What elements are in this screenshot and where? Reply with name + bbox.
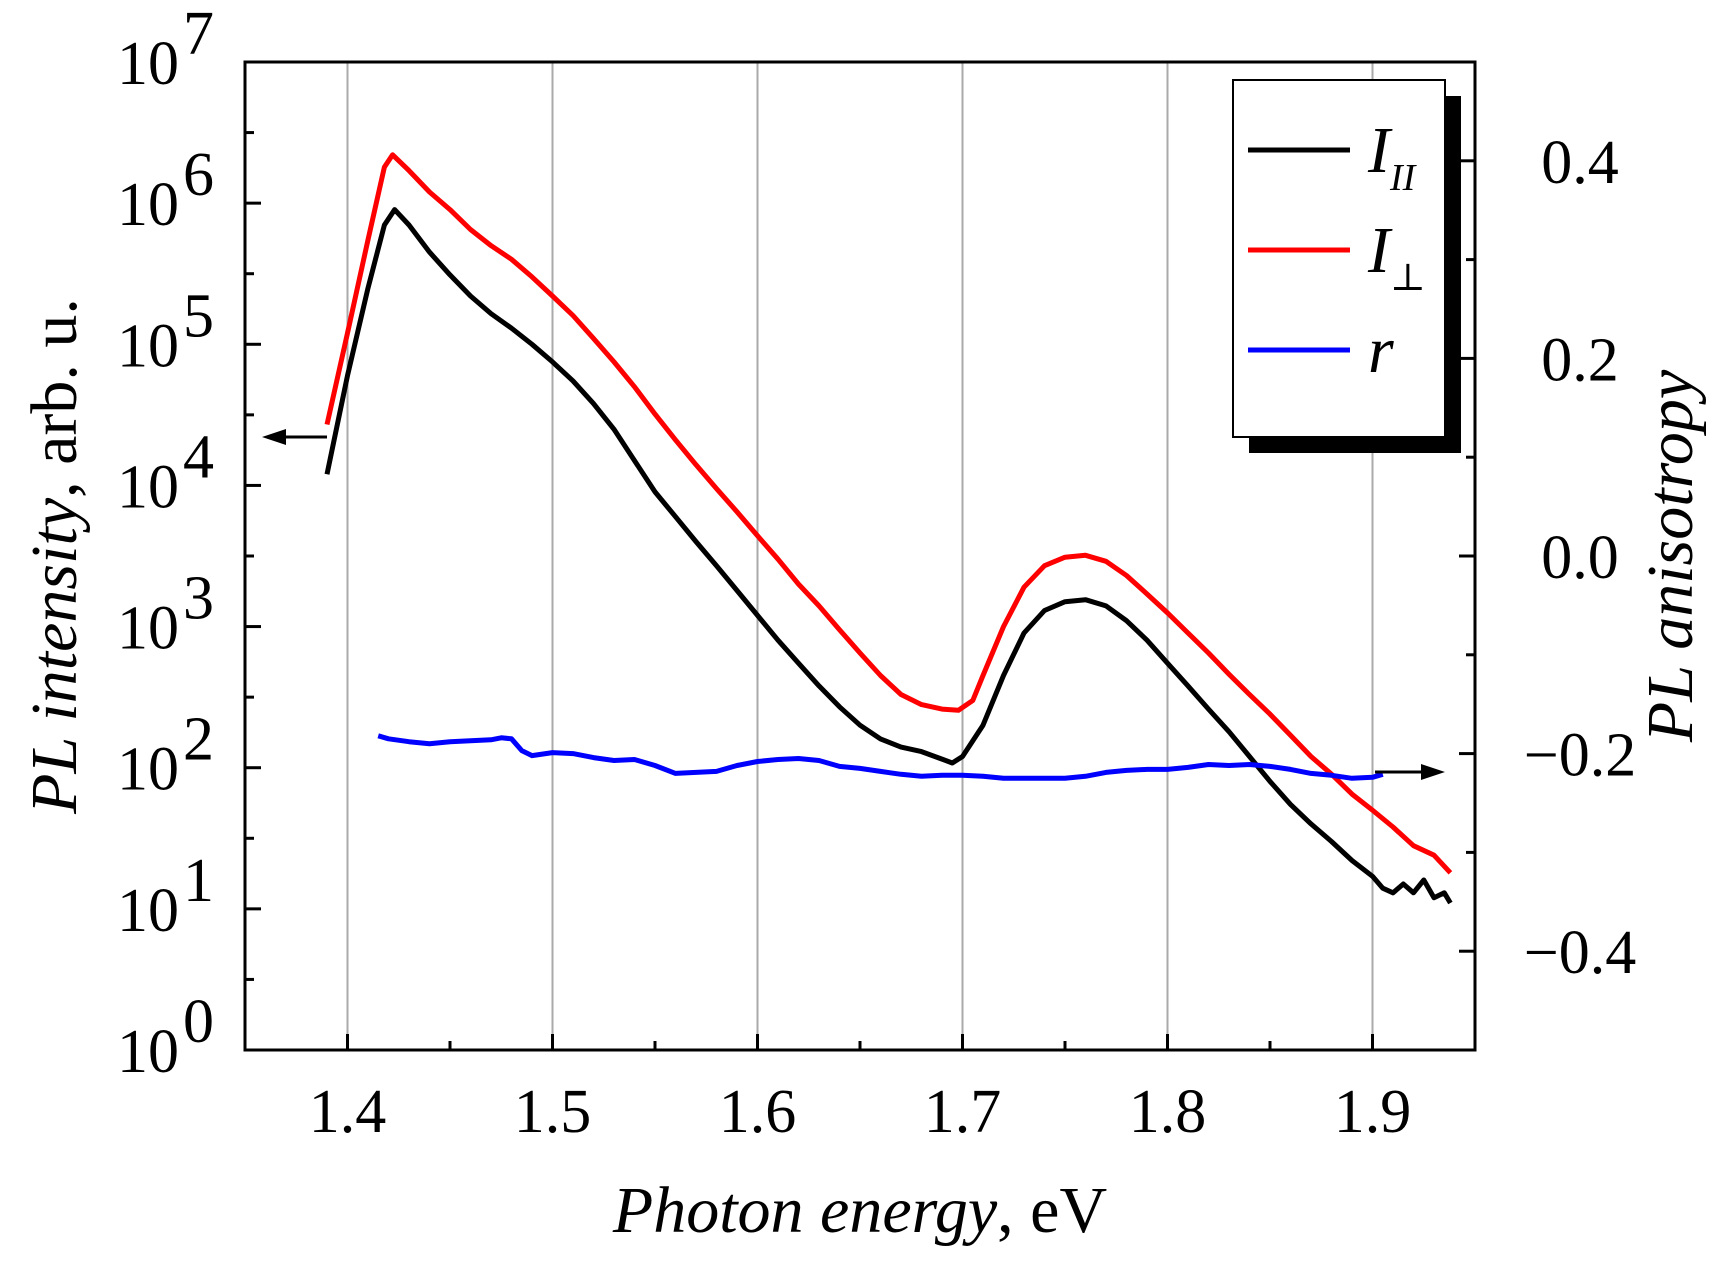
y-right-tick-label: 0.2: [1541, 326, 1619, 394]
right-axis-arrow: [1375, 764, 1445, 780]
series-line-r: [377, 733, 1384, 781]
y-right-tick-label: 0.0: [1541, 524, 1619, 592]
x-tick-label: 1.9: [1334, 1078, 1412, 1146]
x-axis-title: Photon energy, eV: [612, 1174, 1107, 1247]
x-tick-label: 1.7: [924, 1078, 1002, 1146]
y-left-tick-exponent: 0: [183, 988, 214, 1056]
y-left-tick-exponent: 4: [183, 423, 214, 491]
y-left-axis-title-unit: , arb. u.: [18, 298, 91, 498]
left-arrow-head: [262, 429, 286, 445]
y-left-tick-exponent: 1: [183, 847, 214, 915]
y-left-tick-exponent: 7: [183, 0, 214, 68]
y-right-axis-title: PL anisotropy: [1634, 369, 1707, 743]
y-left-tick-label: 10: [117, 453, 179, 521]
legend-label: r: [1368, 314, 1394, 387]
y-left-tick-exponent: 3: [183, 565, 214, 633]
y-left-tick-label: 10: [117, 595, 179, 663]
x-tick-label: 1.8: [1129, 1078, 1207, 1146]
x-axis-title-unit: , eV: [997, 1174, 1107, 1247]
grid-layer: [346, 62, 1374, 1050]
legend-label: I⊥: [1367, 214, 1426, 299]
y-left-axis-title: PL intensity, arb. u.: [18, 298, 91, 815]
y-left-tick-label: 10: [117, 1018, 179, 1086]
y-left-tick-label: 10: [117, 312, 179, 380]
y-left-axis-title-italic: PL intensity: [18, 497, 91, 815]
y-left-tick-exponent: 5: [183, 282, 214, 350]
y-right-tick-label: 0.4: [1541, 129, 1619, 197]
left-axis-arrow: [262, 429, 327, 445]
x-axis-title-italic: Photon energy: [612, 1174, 998, 1247]
y-left-tick-label: 10: [117, 877, 179, 945]
y-left-tick-label: 10: [117, 171, 179, 239]
y-left-tick-exponent: 6: [183, 141, 214, 209]
legend-label: III: [1367, 114, 1418, 199]
x-tick-label: 1.4: [309, 1078, 387, 1146]
series-line-i-ii: [324, 207, 1453, 905]
legend-box: [1232, 79, 1446, 438]
y-left-tick-label: 10: [117, 30, 179, 98]
x-tick-label: 1.5: [514, 1078, 592, 1146]
series-layer: [324, 152, 1453, 905]
x-tick-label: 1.6: [719, 1078, 797, 1146]
legend: III I⊥ r: [1232, 79, 1461, 453]
y-left-tick-label: 10: [117, 736, 179, 804]
axis-layer: 1.4 1.5 1.6 1.7 1.8 1.910 010 110 210 310 410 510 61…: [117, 0, 1636, 1146]
y-right-tick-label: −0.2: [1524, 722, 1636, 790]
series-line-i-perp: [324, 152, 1453, 875]
y-right-tick-label: −0.4: [1524, 919, 1636, 987]
y-left-tick-exponent: 2: [183, 706, 214, 774]
right-arrow-head: [1421, 764, 1445, 780]
